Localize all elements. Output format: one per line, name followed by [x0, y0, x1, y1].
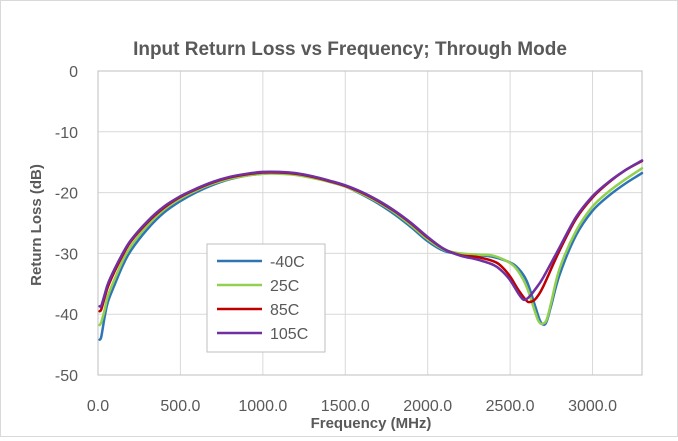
- y-tick-label: -20: [55, 186, 78, 203]
- x-axis-label: Frequency (MHz): [311, 415, 432, 432]
- chart-title: Input Return Loss vs Frequency; Through …: [133, 39, 567, 60]
- x-tick-label: 1500.0: [321, 398, 370, 415]
- x-tick-label: 2500.0: [486, 398, 535, 415]
- y-tick-label: -10: [55, 125, 78, 142]
- axes: 0 -10 -20 -30 -40 -50 0.0 500.0 1000.0 1500.0 2000…: [55, 64, 643, 415]
- legend-label: -40C: [270, 254, 305, 271]
- y-tick-label: -30: [55, 246, 78, 263]
- y-tick-label: 0: [69, 64, 78, 81]
- legend-label: 105C: [270, 326, 308, 343]
- x-tick-label: 500.0: [160, 398, 200, 415]
- x-tick-label: 0.0: [87, 398, 109, 415]
- legend-label: 25C: [270, 278, 299, 295]
- series-line-105c: [98, 159, 644, 308]
- x-tick-label: 3000.0: [568, 398, 617, 415]
- y-axis-label: Return Loss (dB): [28, 164, 45, 286]
- gridlines: [97, 70, 642, 376]
- legend-label: 85C: [270, 302, 299, 319]
- plot-area-border: [97, 70, 643, 376]
- y-tick-label: -40: [55, 307, 78, 324]
- y-tick-label: -50: [55, 368, 78, 385]
- series-lines: [98, 159, 644, 341]
- x-tick-label: 2000.0: [403, 398, 452, 415]
- series-line-85c: [98, 159, 644, 313]
- x-tick-label: 1000.0: [238, 398, 287, 415]
- legend: -40C 25C 85C 105C: [206, 243, 326, 353]
